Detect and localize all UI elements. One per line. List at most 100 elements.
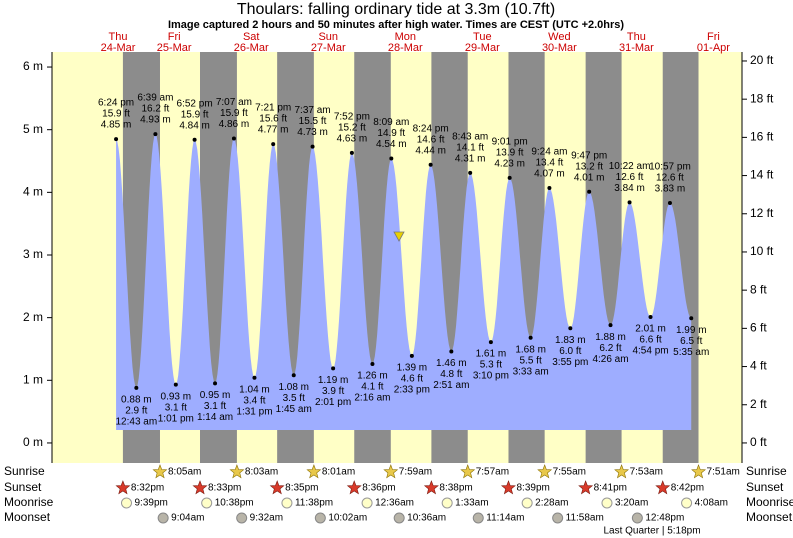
- tide-point: [648, 315, 653, 320]
- moonrise-icon: [201, 497, 213, 509]
- day-date: 30-Mar: [542, 42, 577, 54]
- tide-point: [568, 326, 573, 331]
- day-date: 26-Mar: [234, 42, 269, 54]
- y-tick-label: 0 m: [23, 435, 43, 449]
- sunrise-time: 7:53am: [630, 467, 663, 478]
- y-tick-label: 5 m: [23, 122, 43, 136]
- sunrise-time: 8:05am: [168, 467, 201, 478]
- sunset-icon: [500, 480, 516, 495]
- now-marker: [393, 231, 405, 242]
- day-name: Fri: [707, 31, 720, 43]
- sunrise-icon: [460, 464, 476, 479]
- sunset-time: 8:41pm: [594, 483, 627, 494]
- sunset-time: 8:39pm: [516, 483, 549, 494]
- row-label: Sunrise: [4, 464, 45, 478]
- moonset-time: 11:14am: [486, 513, 524, 524]
- tide-label: 4:26 am: [592, 354, 628, 365]
- day-name: Thu: [627, 31, 646, 43]
- tide-point: [608, 323, 613, 328]
- day-date: 28-Mar: [388, 42, 423, 54]
- tide-label: 13.2 ft: [575, 161, 603, 172]
- day-date: 27-Mar: [311, 42, 346, 54]
- tide-label: 15.5 ft: [299, 116, 327, 127]
- tide-point: [370, 362, 375, 367]
- sunset-time: 8:35pm: [285, 483, 318, 494]
- tide-label: 1.08 m: [278, 382, 309, 393]
- moonrise-time: 3:20am: [615, 498, 648, 509]
- day-name: Tue: [473, 31, 492, 43]
- y-tick-label: 6 m: [23, 59, 43, 73]
- sunrise-time: 7:55am: [553, 467, 586, 478]
- sunset-icon: [192, 480, 208, 495]
- tide-label: 6.6 ft: [639, 335, 661, 346]
- tide-point: [428, 162, 433, 167]
- tide-label: 2.01 m: [635, 324, 666, 335]
- tide-label: 6:39 am: [137, 93, 173, 104]
- moonset-icon: [393, 512, 405, 524]
- tide-label: 10:57 pm: [649, 162, 691, 173]
- tide-point: [627, 200, 632, 205]
- day-date: 25-Mar: [157, 42, 192, 54]
- tide-label: 4.01 m: [574, 172, 605, 183]
- sunset-icon: [269, 480, 285, 495]
- sunset-icon: [423, 480, 439, 495]
- tide-label: 4.1 ft: [361, 382, 383, 393]
- day-name: Wed: [548, 31, 570, 43]
- tide-label: 0.88 m: [121, 394, 152, 405]
- y2-tick-label: 4 ft: [750, 359, 767, 373]
- y2-tick-label: 8 ft: [750, 282, 767, 296]
- moonset-icon: [552, 512, 564, 524]
- tide-label: 4.77 m: [258, 125, 289, 136]
- row-label: Sunset: [4, 480, 42, 494]
- tide-label: 4.85 m: [101, 120, 132, 131]
- moonrise-icon: [441, 497, 453, 509]
- tide-point: [449, 349, 454, 354]
- y2-tick-label: 6 ft: [750, 321, 767, 335]
- tide-point: [409, 353, 414, 358]
- tide-label: 2:01 pm: [315, 397, 351, 408]
- tide-label: 14.9 ft: [377, 128, 405, 139]
- sunset-icon: [346, 480, 362, 495]
- tide-label: 1:14 am: [197, 412, 233, 423]
- sunrise-icon: [152, 464, 168, 479]
- row-label: Moonrise: [4, 495, 54, 509]
- tide-label: 12.6 ft: [616, 172, 644, 183]
- tide-label: 4.84 m: [179, 120, 210, 131]
- moon-phase: Last Quarter | 5:18pm: [603, 526, 700, 537]
- tide-label: 1.04 m: [239, 384, 270, 395]
- tide-point: [547, 185, 552, 190]
- tide-label: 1.46 m: [436, 358, 467, 369]
- tide-point: [271, 142, 276, 147]
- tide-label: 4.07 m: [534, 169, 565, 180]
- tide-point: [389, 156, 394, 161]
- y2-tick-label: 2 ft: [750, 397, 767, 411]
- tide-label: 8:24 pm: [413, 123, 449, 134]
- sunset-time: 8:42pm: [671, 483, 704, 494]
- y2-tick-label: 16 ft: [750, 130, 774, 144]
- tide-point: [689, 316, 694, 321]
- tide-label: 14.6 ft: [417, 134, 445, 145]
- moonrise-icon: [120, 497, 132, 509]
- tide-label: 3.1 ft: [165, 402, 187, 413]
- sunrise-time: 8:01am: [322, 467, 355, 478]
- moonrise-icon: [361, 497, 373, 509]
- tide-label: 4.6 ft: [401, 374, 423, 385]
- tide-label: 4.86 m: [219, 119, 250, 130]
- tide-label: 4.63 m: [337, 134, 368, 145]
- tide-label: 3.84 m: [614, 183, 645, 194]
- tide-label: 0.95 m: [200, 390, 231, 401]
- row-label: Sunset: [746, 480, 784, 494]
- tide-label: 12:43 am: [115, 416, 157, 427]
- sunset-time: 8:38pm: [439, 483, 472, 494]
- day-date: 29-Mar: [465, 42, 500, 54]
- tide-label: 7:07 am: [216, 97, 252, 108]
- sunset-time: 8:32pm: [131, 483, 164, 494]
- tide-label: 3:55 pm: [552, 357, 588, 368]
- tide-label: 6.0 ft: [559, 346, 581, 357]
- moonrise-time: 2:28am: [535, 498, 568, 509]
- moonrise-time: 9:39pm: [134, 498, 167, 509]
- tide-label: 2:51 am: [433, 380, 469, 391]
- y2-tick-label: 18 ft: [750, 91, 774, 105]
- tide-label: 3.1 ft: [204, 401, 226, 412]
